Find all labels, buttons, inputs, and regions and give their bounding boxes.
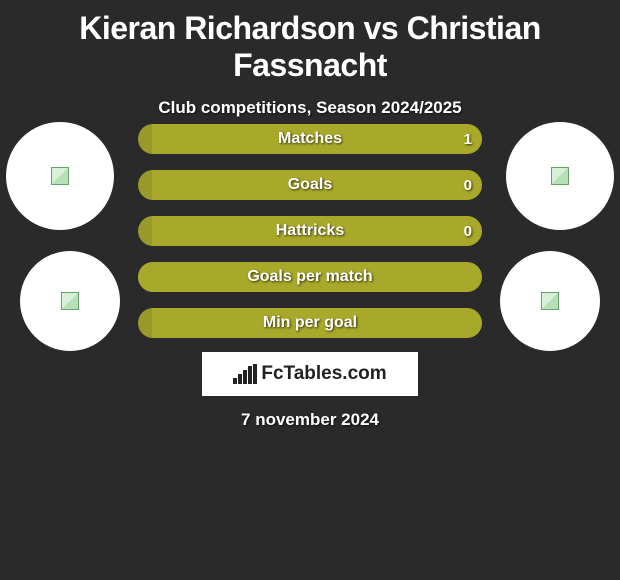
stat-label: Min per goal	[138, 308, 482, 338]
stat-value-right: 0	[464, 170, 472, 200]
placeholder-icon	[61, 292, 79, 310]
stat-value-right: 1	[464, 124, 472, 154]
player-2-club	[500, 251, 600, 351]
placeholder-icon	[51, 167, 69, 185]
stat-row: Goals per match	[138, 262, 482, 292]
subtitle: Club competitions, Season 2024/2025	[0, 98, 620, 118]
watermark-text: FcTables.com	[261, 363, 386, 385]
stat-row: Min per goal	[138, 308, 482, 338]
stat-label: Matches	[138, 124, 482, 154]
placeholder-icon	[541, 292, 559, 310]
stat-row: Matches1	[138, 124, 482, 154]
watermark-icon	[233, 364, 257, 384]
stat-label: Hattricks	[138, 216, 482, 246]
date-label: 7 november 2024	[0, 410, 620, 430]
placeholder-icon	[551, 167, 569, 185]
stats-container: Matches1Goals0Hattricks0Goals per matchM…	[138, 124, 482, 354]
stat-row: Goals0	[138, 170, 482, 200]
page-title: Kieran Richardson vs Christian Fassnacht	[0, 0, 620, 84]
player-2-photo	[506, 122, 614, 230]
stat-label: Goals per match	[138, 262, 482, 292]
player-1-photo	[6, 122, 114, 230]
stat-label: Goals	[138, 170, 482, 200]
watermark: FcTables.com	[202, 352, 418, 396]
stat-row: Hattricks0	[138, 216, 482, 246]
stat-value-right: 0	[464, 216, 472, 246]
player-1-club	[20, 251, 120, 351]
